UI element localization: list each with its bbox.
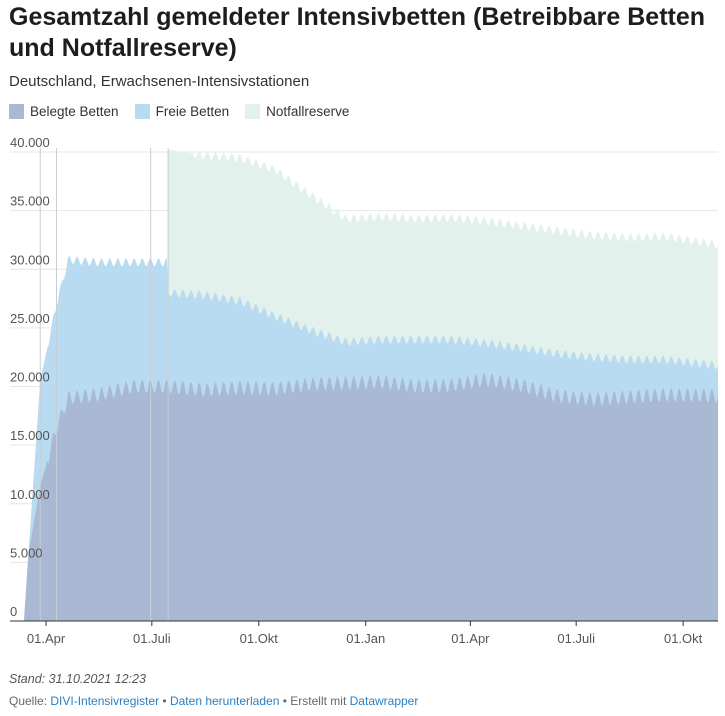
chart-title: Gesamtzahl gemeldeter Intensivbetten (Be…: [9, 3, 706, 62]
area-belegte-betten: [24, 373, 718, 621]
y-tick-label-6: 30.000: [10, 252, 50, 267]
y-tick-label-1: 5.000: [10, 545, 43, 560]
y-tick-label-4: 20.000: [10, 370, 50, 385]
legend-swatch-belegt: [9, 104, 24, 119]
y-axis-ticks: 0 5.000 10.000 15.000 20.000 25.000 30.000 35.0…: [10, 135, 50, 619]
x-tick-label-0: 01.Apr: [27, 631, 66, 646]
legend-item-belegt: Belegte Betten: [9, 104, 119, 119]
legend-item-frei: Freie Betten: [134, 104, 230, 119]
legend-swatch-notfall: [245, 104, 261, 119]
separator-2: •: [282, 694, 287, 708]
chart-subtitle: Deutschland, Erwachsenen-Intensivstation…: [9, 73, 310, 90]
x-tick-label-5: 01.Juli: [557, 631, 595, 646]
legend-label-notfall: Notfallreserve: [266, 104, 350, 119]
y-tick-label-3: 15.000: [10, 428, 50, 443]
legend: Belegte Betten Freie Betten Notfallreser…: [9, 104, 349, 119]
area-chart: 0 5.000 10.000 15.000 20.000 25.000 30.000 35.0…: [10, 135, 719, 646]
source-line: Quelle: DIVI-Intensivregister • Daten he…: [9, 694, 418, 708]
legend-item-notfall: Notfallreserve: [245, 104, 349, 119]
separator-1: •: [162, 694, 167, 708]
y-tick-label-2: 10.000: [10, 487, 50, 502]
x-tick-label-3: 01.Jan: [346, 631, 385, 646]
x-axis-ticks: 01.Apr 01.Juli 01.Okt 01.Jan 01.Apr 01.Juli 01…: [27, 621, 703, 646]
vertical-markers: [39, 148, 169, 621]
area-series: [24, 149, 719, 621]
x-tick-label-6: 01.Okt: [664, 631, 703, 646]
stand-timestamp: Stand: 31.10.2021 12:23: [9, 672, 146, 686]
y-tick-label-0: 0: [10, 604, 17, 619]
datawrapper-link[interactable]: Datawrapper: [349, 694, 419, 708]
created-with-label: Erstellt mit: [290, 694, 347, 708]
source-label: Quelle:: [9, 694, 48, 708]
y-tick-label-7: 35.000: [10, 194, 50, 209]
y-tick-label-5: 25.000: [10, 311, 50, 326]
source-link[interactable]: DIVI-Intensivregister: [50, 694, 160, 708]
legend-label-frei: Freie Betten: [155, 104, 230, 119]
x-tick-label-1: 01.Juli: [133, 631, 171, 646]
x-tick-label-2: 01.Okt: [240, 631, 279, 646]
legend-label-belegt: Belegte Betten: [30, 104, 119, 119]
download-data-link[interactable]: Daten herunterladen: [169, 694, 280, 708]
y-tick-label-8: 40.000: [10, 135, 50, 150]
legend-swatch-frei: [134, 104, 150, 119]
x-tick-label-4: 01.Apr: [451, 631, 490, 646]
